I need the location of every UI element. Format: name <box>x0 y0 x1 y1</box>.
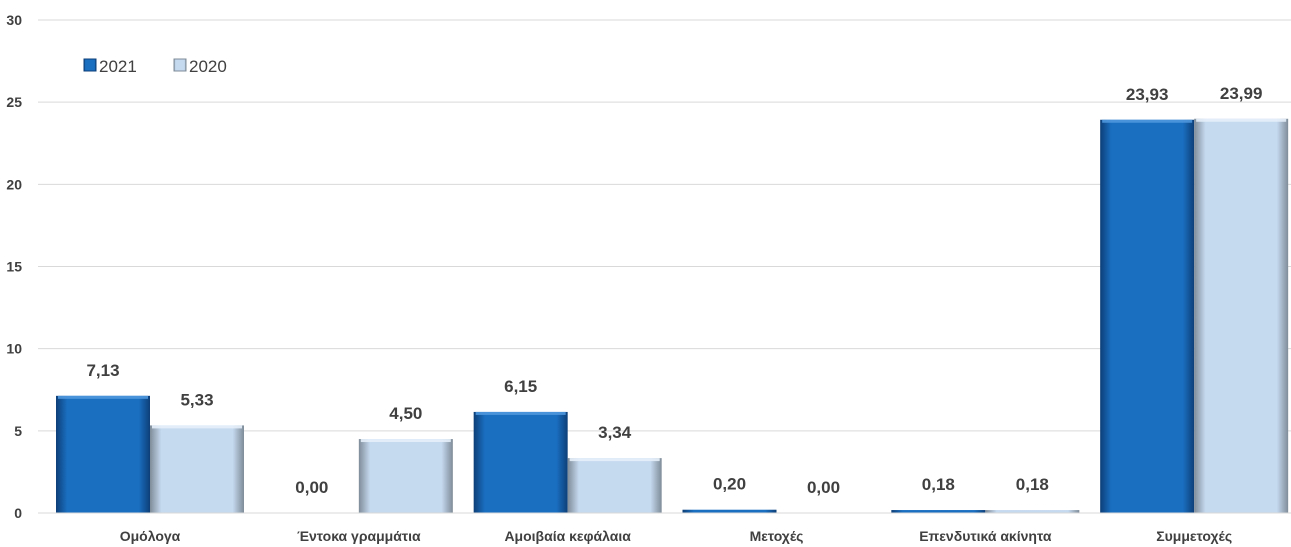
bar-bevel <box>569 458 660 462</box>
data-label: 0,00 <box>295 478 328 497</box>
data-labels: 7,13 5,33 0,00 4,50 6,15 3,34 0,20 0,00 0,18 0,18… <box>86 84 1262 497</box>
y-tick-label: 5 <box>14 423 22 439</box>
bar-bevel <box>58 395 148 399</box>
data-label: 23,93 <box>1126 85 1169 104</box>
bar-bevel <box>475 411 566 415</box>
data-label: 7,13 <box>86 361 119 380</box>
data-label: 0,18 <box>922 475 955 494</box>
x-tick-label: Επενδυτικά ακίνητα <box>919 528 1052 544</box>
data-label: 0,18 <box>1016 475 1049 494</box>
y-tick-label: 30 <box>6 12 22 28</box>
x-tick-label: Έντοκα γραμμάτια <box>297 528 421 544</box>
bar-2021-2 <box>473 411 568 513</box>
legend-swatch-2021 <box>83 58 97 72</box>
bar-2020-1 <box>358 439 453 513</box>
bar-bevel <box>360 439 451 443</box>
data-label: 0,00 <box>807 478 840 497</box>
y-tick-label: 10 <box>6 341 22 357</box>
bar-2021-4 <box>891 510 986 513</box>
x-tick-label: Συμμετοχές <box>1156 528 1232 544</box>
bar-bevel <box>152 425 242 429</box>
data-label: 6,15 <box>504 377 537 396</box>
y-axis: 0 5 10 15 20 25 30 <box>6 12 22 521</box>
data-label: 3,34 <box>598 423 632 442</box>
bar-2021-3 <box>682 509 777 513</box>
x-axis: Ομόλογα Έντοκα γραμμάτια Αμοιβαία κεφάλαια… <box>38 512 1291 544</box>
x-tick-label: Αμοιβαία κεφάλαια <box>504 528 631 544</box>
legend-label: 2021 <box>99 57 137 76</box>
legend-swatch-2020 <box>173 58 187 72</box>
bars <box>56 118 1289 513</box>
legend: 2021 2020 <box>83 57 227 76</box>
x-tick-label: Μετοχές <box>750 528 804 544</box>
bar-2020-2 <box>567 458 662 513</box>
bar-2020-4 <box>985 510 1080 513</box>
data-label: 0,20 <box>713 475 746 494</box>
bar-2020-0 <box>150 425 244 513</box>
bar-bevel <box>1102 119 1193 123</box>
bar-2021-5 <box>1100 119 1195 513</box>
bar-2021-0 <box>56 395 150 513</box>
y-tick-label: 0 <box>14 505 22 521</box>
data-label: 4,50 <box>389 404 422 423</box>
data-label: 5,33 <box>180 390 213 409</box>
y-tick-label: 25 <box>6 94 22 110</box>
y-tick-label: 20 <box>6 176 22 192</box>
bar-2020-5 <box>1194 118 1289 513</box>
legend-label: 2020 <box>189 57 227 76</box>
data-label: 23,99 <box>1220 84 1263 103</box>
y-tick-label: 15 <box>6 259 22 275</box>
bar-bevel <box>1196 118 1287 122</box>
x-tick-label: Ομόλογα <box>120 528 181 544</box>
gridlines <box>38 19 1291 514</box>
